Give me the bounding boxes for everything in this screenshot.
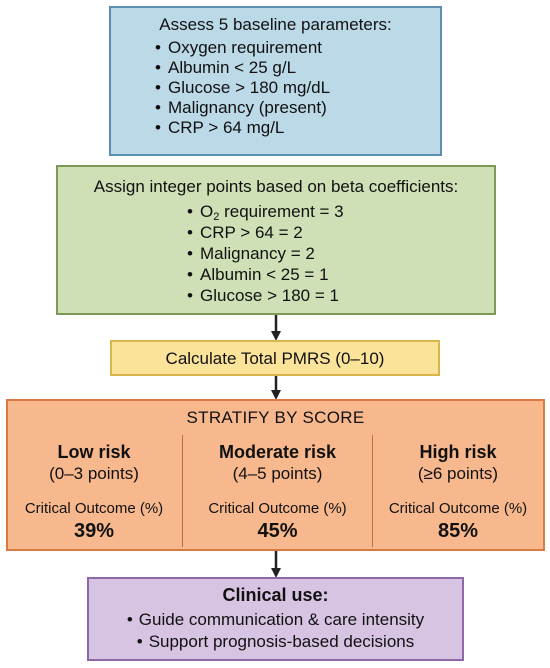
calculate-box: Calculate Total PMRS (0–10): [110, 340, 440, 376]
calculate-label: Calculate Total PMRS (0–10): [165, 349, 385, 368]
assess-item: Oxygen requirement: [155, 38, 330, 58]
o2-subscript: 2: [213, 211, 220, 223]
risk-group-high: High risk (≥6 points) Critical Outcome (…: [373, 435, 543, 547]
assign-item: Albumin < 25 = 1: [187, 264, 344, 285]
risk-group-low: Low risk (0–3 points) Critical Outcome (…: [8, 435, 180, 547]
outcome-label: Critical Outcome (%): [388, 500, 528, 517]
assign-title: Assign integer points based on beta coef…: [93, 177, 459, 196]
assess-parameters-box: Assess 5 baseline parameters: Oxygen req…: [109, 6, 442, 156]
risk-group-moderate: Moderate risk (4–5 points) Critical Outc…: [182, 435, 373, 547]
assess-title: Assess 5 baseline parameters:: [159, 15, 392, 34]
clinical-item: • Support prognosis-based decisions: [89, 632, 462, 652]
clinical-use-box: Clinical use: • Guide communication & car…: [87, 577, 464, 661]
assign-points-box: Assign integer points based on beta coef…: [56, 165, 496, 315]
outcome-value: 85%: [437, 520, 479, 542]
assign-item: Glucose > 180 = 1: [187, 285, 344, 306]
risk-range: (4–5 points): [232, 464, 323, 483]
clinical-item-text: Support prognosis-based decisions: [148, 632, 415, 651]
assess-item: Albumin < 25 g/L: [155, 58, 330, 78]
assign-list: O2 requirement = 3 CRP > 64 = 2 Malignan…: [187, 201, 344, 306]
outcome-label: Critical Outcome (%): [208, 500, 347, 517]
risk-name: Low risk: [57, 442, 131, 462]
assess-item: Malignancy (present): [155, 98, 330, 118]
risk-name: Moderate risk: [218, 442, 337, 462]
assess-item: CRP > 64 mg/L: [155, 118, 330, 138]
assign-item-o2: O2 requirement = 3: [187, 201, 344, 223]
risk-name: High risk: [419, 442, 497, 462]
assign-item: Malignancy = 2: [187, 243, 344, 264]
o2-symbol: O: [200, 202, 214, 221]
bullet-icon: •: [136, 632, 143, 651]
clinical-item-text: Guide communication & care intensity: [138, 610, 425, 629]
stratify-box: STRATIFY BY SCORE Low risk (0–3 points) …: [6, 399, 545, 551]
assess-item: Glucose > 180 mg/dL: [155, 78, 330, 98]
outcome-value: 45%: [257, 520, 298, 542]
risk-range: (0–3 points): [49, 464, 139, 483]
outcome-value: 39%: [73, 520, 115, 542]
bullet-icon: •: [126, 610, 133, 629]
clinical-title: Clinical use:: [222, 585, 329, 605]
o2-points: requirement = 3: [219, 202, 344, 221]
risk-range: (≥6 points): [417, 464, 499, 483]
assess-list: Oxygen requirement Albumin < 25 g/L Gluc…: [155, 38, 330, 138]
clinical-item: • Guide communication & care intensity: [89, 610, 462, 630]
outcome-label: Critical Outcome (%): [24, 500, 164, 517]
assign-item: CRP > 64 = 2: [187, 222, 344, 243]
stratify-heading: STRATIFY BY SCORE: [186, 408, 365, 427]
